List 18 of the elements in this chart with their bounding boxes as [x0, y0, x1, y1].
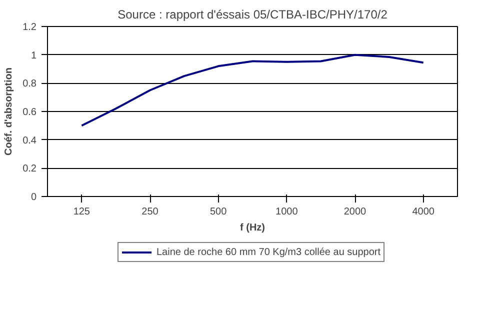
chart-title: Source : rapport d'éssais 05/CTBA-IBC/PHY/170/2	[118, 8, 388, 22]
x-tick-label: 250	[142, 206, 159, 218]
line-series	[80, 54, 424, 127]
y-tick-label: 0.4	[22, 135, 37, 146]
x-tick-label: 125	[73, 206, 90, 218]
y-tick-label: 0.2	[22, 164, 37, 175]
y-tick-label: 0.6	[22, 107, 37, 118]
y-tick-label: 1.2	[22, 22, 37, 33]
x-tick-label: 1000	[276, 206, 298, 218]
x-tick-label: 500	[210, 206, 228, 218]
y-axis-title: Coéf. d'absorption	[4, 68, 15, 156]
legend-label: Laine de roche 60 mm 70 Kg/m3 collée au support	[156, 246, 381, 258]
y-tick-label: 1	[30, 50, 37, 62]
y-tick-label: 0.8	[22, 78, 37, 90]
y-tick-label: 0	[30, 192, 37, 203]
x-axis-title: f (Hz)	[240, 222, 266, 234]
x-tick-label: 2000	[344, 206, 367, 218]
x-tick-label: 4000	[412, 206, 435, 218]
